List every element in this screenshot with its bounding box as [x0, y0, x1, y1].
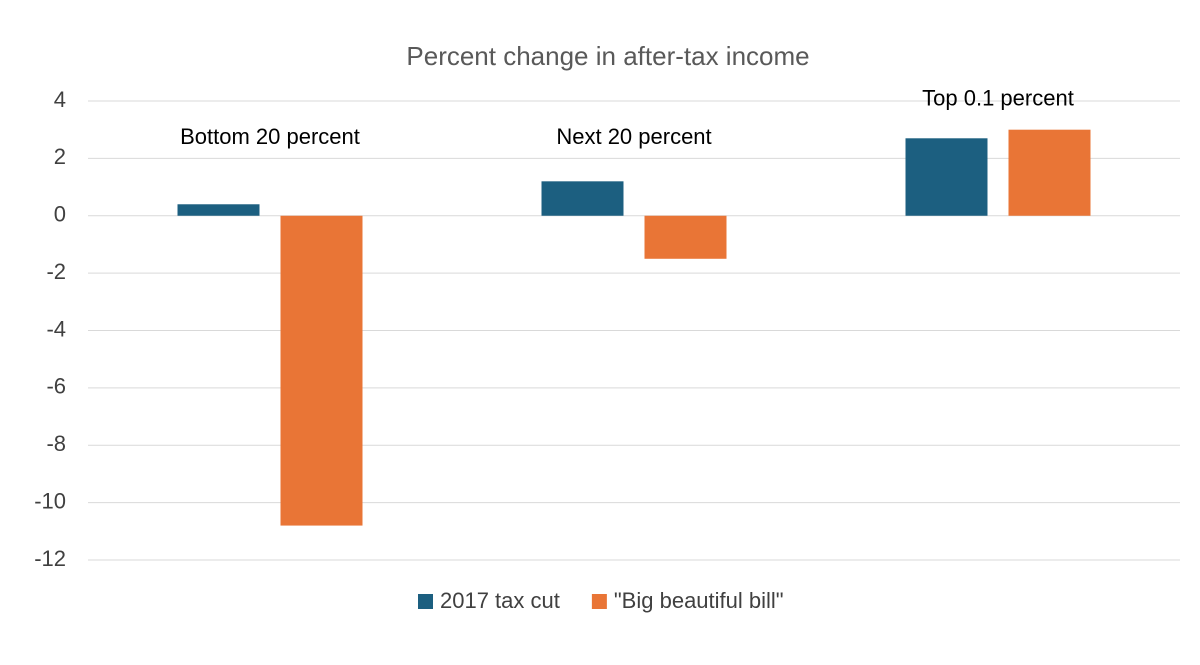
- y-tick-label: 2: [54, 144, 66, 169]
- y-tick-label: 0: [54, 202, 66, 227]
- legend-swatch: [591, 594, 607, 609]
- legend-label: 2017 tax cut: [440, 588, 560, 613]
- y-tick-label: -8: [46, 431, 66, 456]
- y-tick-label: 4: [54, 87, 66, 112]
- bar: [644, 215, 727, 259]
- y-tick-label: -4: [46, 316, 66, 341]
- y-tick-label: -10: [34, 488, 66, 513]
- legend-swatch: [418, 594, 433, 609]
- category-label: Top 0.1 percent: [922, 86, 1074, 111]
- bar: [280, 215, 363, 526]
- bar: [1008, 129, 1091, 216]
- legend-label: "Big beautiful bill": [614, 588, 784, 613]
- bar: [177, 204, 260, 216]
- chart-title: Percent change in after-tax income: [406, 41, 809, 71]
- bar: [541, 181, 624, 216]
- y-tick-label: -6: [46, 374, 66, 399]
- y-tick-label: -2: [46, 259, 66, 284]
- bar: [905, 138, 988, 216]
- category-label: Bottom 20 percent: [180, 124, 360, 149]
- category-label: Next 20 percent: [556, 124, 711, 149]
- y-tick-label: -12: [34, 546, 66, 571]
